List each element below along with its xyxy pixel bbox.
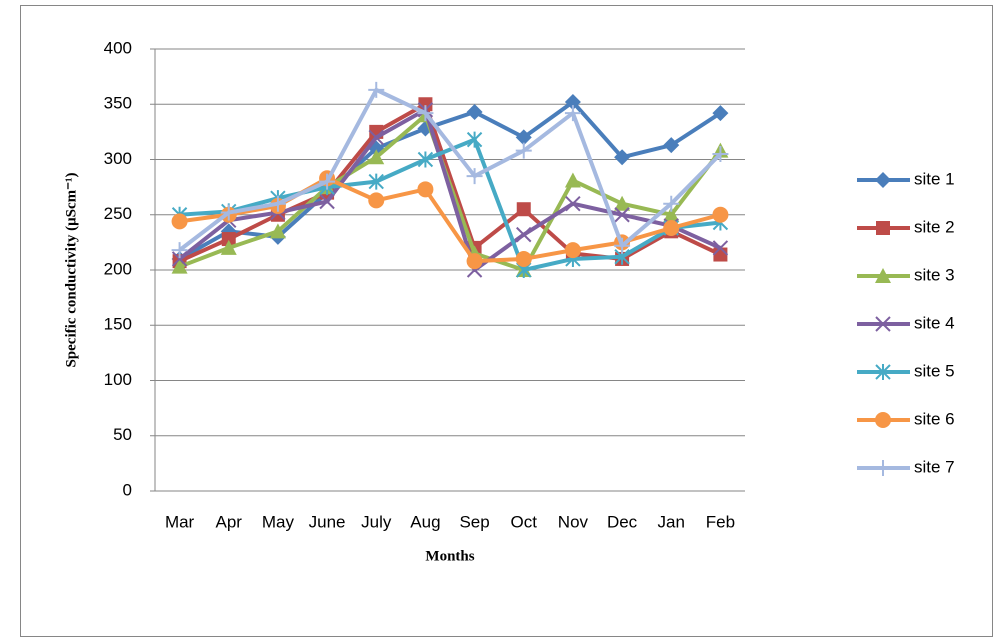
data-point bbox=[171, 242, 188, 259]
x-tick-label: Oct bbox=[511, 512, 538, 531]
y-tick-label: 100 bbox=[104, 370, 132, 389]
data-point bbox=[171, 251, 188, 267]
x-tick-label: Dec bbox=[607, 512, 638, 531]
data-point bbox=[516, 202, 531, 217]
x-tick-label: Sep bbox=[459, 512, 489, 531]
data-point bbox=[515, 129, 532, 146]
series-line bbox=[178, 107, 722, 272]
y-tick-label: 300 bbox=[104, 149, 132, 168]
data-point bbox=[663, 220, 680, 237]
data-point bbox=[663, 137, 680, 154]
data-point bbox=[319, 173, 336, 190]
x-tick-label: June bbox=[309, 512, 346, 531]
y-tick-label: 200 bbox=[104, 259, 132, 278]
data-point bbox=[614, 195, 631, 211]
data-point bbox=[614, 237, 631, 254]
legend-label: site 7 bbox=[914, 457, 955, 476]
data-point bbox=[221, 232, 236, 247]
legend-label: site 3 bbox=[914, 265, 955, 284]
data-point bbox=[614, 207, 630, 223]
x-axis-title: Months bbox=[425, 548, 474, 564]
legend-marker bbox=[876, 221, 890, 235]
series-line bbox=[178, 87, 722, 252]
chart-frame bbox=[20, 5, 993, 637]
series-line bbox=[179, 137, 721, 272]
data-point bbox=[713, 247, 728, 262]
y-tick-label: 150 bbox=[104, 315, 132, 334]
data-point bbox=[712, 240, 729, 256]
data-point bbox=[417, 151, 434, 168]
series-line bbox=[178, 102, 722, 263]
data-point bbox=[515, 142, 532, 159]
data-point bbox=[712, 105, 729, 122]
y-tick-label: 250 bbox=[104, 204, 132, 223]
legend-entry: site 1 bbox=[857, 169, 955, 188]
legend-entry: site 6 bbox=[857, 409, 955, 428]
y-tick-label: 50 bbox=[113, 425, 132, 444]
data-point bbox=[368, 129, 384, 146]
legend-entry: site 7 bbox=[857, 457, 955, 476]
x-tick-label: Feb bbox=[706, 512, 735, 531]
data-point bbox=[368, 149, 385, 165]
data-point bbox=[564, 242, 581, 259]
data-point bbox=[564, 94, 581, 111]
x-tick-label: Apr bbox=[216, 512, 243, 531]
legend-label: site 2 bbox=[914, 217, 955, 236]
data-point bbox=[171, 213, 188, 230]
legend-marker bbox=[875, 268, 891, 283]
data-point bbox=[466, 253, 483, 270]
data-point bbox=[565, 195, 581, 212]
legend-marker bbox=[875, 364, 891, 380]
data-point bbox=[220, 204, 237, 221]
x-tick-label: July bbox=[361, 512, 392, 531]
legend-label: site 6 bbox=[914, 409, 955, 428]
legend-entry: site 3 bbox=[857, 265, 955, 284]
data-point bbox=[466, 131, 483, 148]
data-point bbox=[564, 105, 581, 122]
x-tick-label: Jan bbox=[658, 512, 685, 531]
legend-label: site 5 bbox=[914, 361, 955, 380]
data-point bbox=[466, 168, 483, 185]
y-tick-label: 400 bbox=[104, 38, 132, 57]
data-point bbox=[663, 206, 680, 222]
x-tick-label: Aug bbox=[410, 512, 440, 531]
data-point bbox=[466, 103, 483, 120]
y-tick-label: 350 bbox=[104, 94, 132, 113]
legend-entry: site 4 bbox=[857, 313, 955, 332]
legend-entry: site 2 bbox=[857, 217, 955, 236]
data-point bbox=[614, 149, 631, 166]
legend-marker bbox=[875, 412, 891, 428]
legend-marker bbox=[875, 460, 891, 476]
legend-marker bbox=[875, 316, 891, 332]
data-point bbox=[368, 173, 384, 190]
data-point bbox=[564, 172, 581, 188]
y-axis-title: Specific conductivity (μScm⁻¹) bbox=[63, 172, 79, 367]
data-point bbox=[368, 192, 385, 209]
data-point bbox=[220, 239, 237, 255]
data-point bbox=[712, 145, 729, 162]
data-point bbox=[516, 226, 532, 243]
data-point bbox=[417, 105, 434, 122]
data-point bbox=[269, 223, 286, 239]
data-point bbox=[712, 206, 729, 223]
x-tick-label: Mar bbox=[165, 512, 195, 531]
legend-marker bbox=[875, 172, 891, 188]
y-tick-label: 0 bbox=[123, 480, 132, 499]
data-point bbox=[171, 258, 188, 274]
legend-entry: site 5 bbox=[857, 361, 955, 380]
data-point bbox=[663, 195, 680, 212]
data-point bbox=[417, 181, 434, 198]
data-point bbox=[319, 193, 335, 210]
legend-label: site 4 bbox=[914, 313, 955, 332]
x-tick-label: Nov bbox=[558, 512, 589, 531]
data-point bbox=[269, 195, 286, 212]
data-point bbox=[418, 97, 433, 112]
x-tick-label: May bbox=[262, 512, 295, 531]
data-point bbox=[515, 250, 532, 267]
data-point bbox=[368, 81, 385, 98]
legend-label: site 1 bbox=[914, 169, 955, 188]
